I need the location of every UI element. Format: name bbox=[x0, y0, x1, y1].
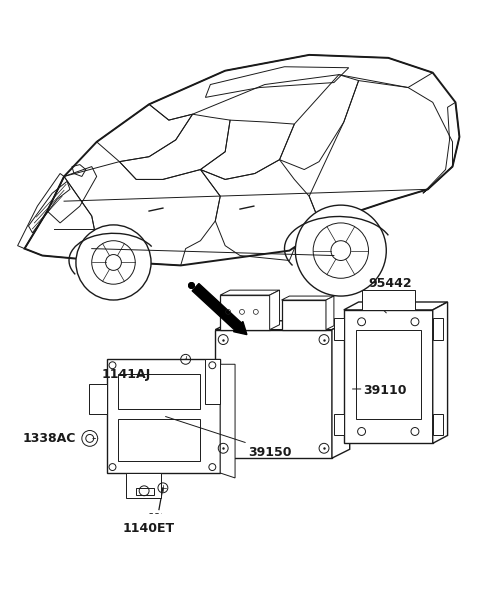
Polygon shape bbox=[281, 296, 334, 300]
Polygon shape bbox=[433, 318, 443, 339]
Circle shape bbox=[295, 205, 386, 296]
Polygon shape bbox=[220, 295, 270, 330]
Polygon shape bbox=[216, 330, 332, 458]
Polygon shape bbox=[326, 296, 334, 330]
FancyArrow shape bbox=[192, 283, 247, 335]
Polygon shape bbox=[344, 310, 433, 443]
Polygon shape bbox=[433, 302, 447, 443]
Polygon shape bbox=[361, 290, 415, 310]
Polygon shape bbox=[334, 318, 344, 339]
Polygon shape bbox=[107, 359, 220, 473]
Polygon shape bbox=[205, 359, 220, 404]
Polygon shape bbox=[126, 473, 161, 497]
Text: 1140ET: 1140ET bbox=[123, 522, 175, 535]
Polygon shape bbox=[136, 488, 154, 494]
Polygon shape bbox=[220, 290, 279, 295]
Text: 1141AJ: 1141AJ bbox=[102, 368, 151, 380]
Polygon shape bbox=[216, 321, 350, 330]
Polygon shape bbox=[89, 384, 107, 414]
Polygon shape bbox=[281, 300, 326, 330]
Polygon shape bbox=[334, 414, 344, 435]
Polygon shape bbox=[332, 321, 350, 458]
Text: 39150: 39150 bbox=[248, 446, 291, 459]
Polygon shape bbox=[433, 414, 443, 435]
Text: 39110: 39110 bbox=[363, 385, 407, 397]
Polygon shape bbox=[344, 302, 447, 310]
Polygon shape bbox=[220, 364, 235, 478]
Polygon shape bbox=[24, 55, 459, 265]
Polygon shape bbox=[270, 290, 279, 330]
Circle shape bbox=[76, 225, 151, 300]
Text: 1338AC: 1338AC bbox=[23, 432, 76, 445]
Text: 95442: 95442 bbox=[369, 277, 412, 290]
